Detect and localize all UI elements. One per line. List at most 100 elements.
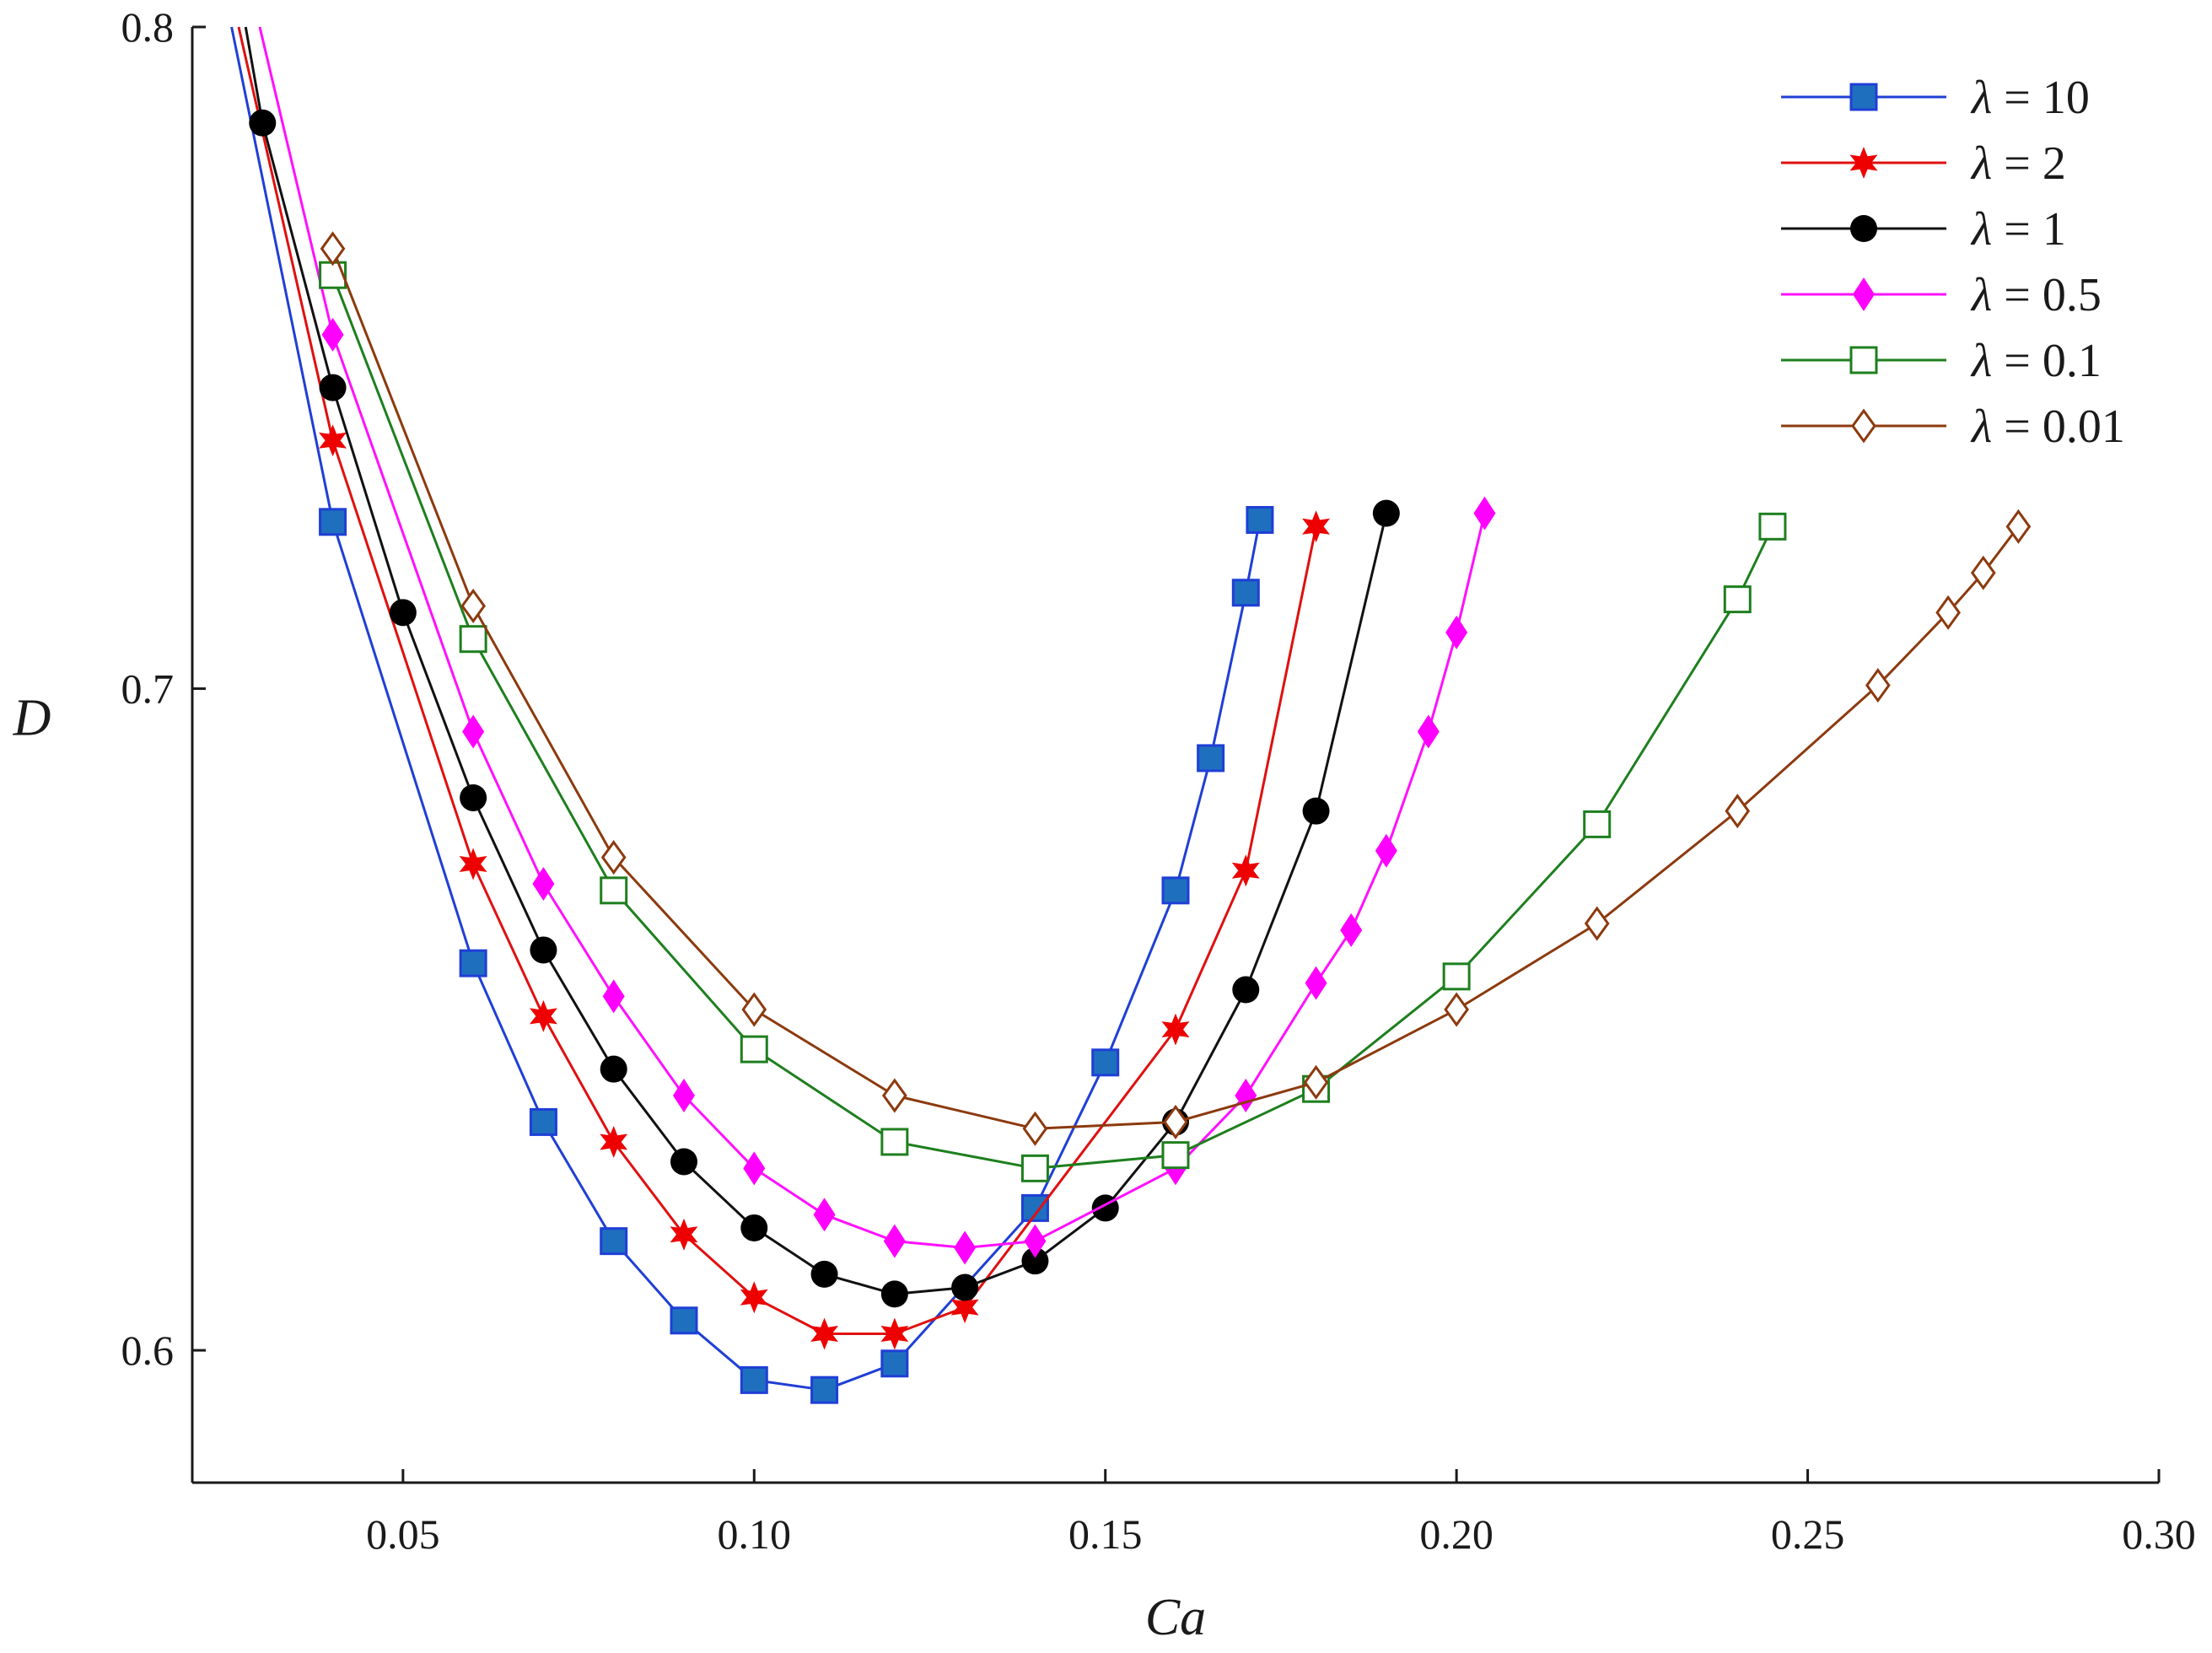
legend-equals: = — [1992, 72, 2042, 124]
data-point — [810, 1376, 839, 1404]
legend-label: λ = 0.01 — [1970, 401, 2125, 453]
data-point — [810, 1317, 838, 1350]
data-point — [950, 1291, 979, 1324]
data-point — [1020, 1154, 1049, 1182]
data-point — [1197, 744, 1225, 773]
data-point — [600, 876, 628, 905]
data-point — [1445, 615, 1468, 649]
legend-value: 10 — [2042, 72, 2090, 124]
data-point — [810, 1260, 838, 1288]
series-3 — [258, 26, 1496, 1265]
data-point — [1303, 1064, 1329, 1100]
legend-value: 0.1 — [2042, 335, 2102, 387]
data-point — [673, 1079, 695, 1113]
data-point — [600, 1126, 628, 1158]
data-point — [530, 936, 557, 964]
series-line — [258, 26, 1486, 1249]
data-point — [459, 625, 487, 654]
data-point — [1340, 913, 1363, 947]
legend-symbol: λ — [1970, 401, 1992, 453]
legend-label: λ = 0.5 — [1970, 269, 2102, 321]
legend-value: 0.01 — [2042, 401, 2125, 453]
data-point — [389, 599, 417, 627]
legend-label: λ = 10 — [1970, 72, 2090, 124]
data-point — [880, 1280, 908, 1308]
data-point — [532, 866, 555, 901]
series-line — [331, 274, 1774, 1170]
legend-value: 2 — [2042, 137, 2066, 190]
plot-area — [230, 26, 2032, 1404]
legend-label: λ = 1 — [1970, 203, 2066, 256]
data-point — [600, 1227, 628, 1256]
data-point — [1024, 1224, 1047, 1258]
series-4 — [319, 261, 1787, 1182]
data-point — [1935, 595, 1961, 630]
data-point — [460, 783, 487, 811]
legend-symbol: λ — [1970, 335, 1992, 387]
data-point — [1725, 794, 1751, 829]
data-point — [741, 992, 767, 1027]
data-point — [1161, 876, 1190, 905]
series-line — [244, 26, 1388, 1295]
data-point — [529, 1107, 557, 1136]
x-tick-label: 0.20 — [1419, 1510, 1494, 1558]
legend-symbol: λ — [1970, 269, 1992, 321]
data-point — [1584, 906, 1610, 941]
series-line — [237, 26, 1318, 1335]
data-point — [1021, 1247, 1049, 1275]
legend-marker — [1849, 83, 1878, 111]
legend-item-5: λ = 0.01 — [1781, 401, 2125, 453]
axes: 0.05 0.10 0.15 0.20 0.25 0.30 0.6 0.7 0.8 — [121, 3, 2196, 1558]
legend-item-4: λ = 0.1 — [1781, 335, 2102, 387]
data-point — [1372, 499, 1400, 527]
series-5 — [320, 231, 2032, 1146]
data-point — [1231, 579, 1260, 607]
data-point — [1417, 714, 1440, 749]
data-point — [670, 1306, 698, 1335]
data-point — [954, 1230, 977, 1265]
data-point — [951, 1273, 979, 1301]
data-point — [249, 109, 277, 137]
legend-marker — [1853, 277, 1875, 311]
x-tick-label: 0.30 — [2122, 1510, 2196, 1558]
data-point — [1375, 833, 1397, 868]
y-tick-label: 0.7 — [121, 665, 175, 713]
data-point — [740, 1035, 768, 1063]
data-point — [813, 1198, 836, 1232]
legend-marker — [1851, 408, 1876, 444]
data-point — [602, 979, 625, 1014]
y-axis-title: D — [13, 689, 51, 746]
legend-item-1: λ = 2 — [1781, 137, 2066, 190]
data-point — [1246, 505, 1274, 534]
series-line — [230, 26, 1262, 1392]
data-point — [740, 1365, 768, 1394]
x-tick-label: 0.15 — [1068, 1510, 1143, 1558]
data-point — [1020, 1193, 1049, 1222]
legend-label: λ = 2 — [1970, 137, 2066, 190]
data-point — [1161, 1141, 1190, 1170]
data-point — [1161, 1013, 1190, 1046]
data-point — [1302, 797, 1330, 825]
data-point — [1302, 510, 1330, 543]
series-2 — [244, 26, 1400, 1308]
legend-value: 0.5 — [2042, 269, 2102, 321]
data-point — [1444, 992, 1469, 1027]
data-point — [743, 1151, 766, 1186]
data-point — [319, 374, 347, 401]
data-point — [880, 1128, 909, 1156]
legend-symbol: λ — [1970, 137, 1992, 190]
data-point — [1022, 1111, 1048, 1146]
legend-equals: = — [1992, 401, 2042, 453]
legend-label: λ = 0.1 — [1970, 335, 2102, 387]
y-tick-label: 0.6 — [121, 1327, 175, 1374]
legend-marker — [1849, 346, 1878, 374]
data-point — [1442, 962, 1471, 991]
legend-value: 1 — [2042, 203, 2066, 256]
series-1 — [237, 26, 1330, 1350]
data-point — [1305, 966, 1327, 1000]
data-point — [319, 261, 347, 289]
legend-item-0: λ = 10 — [1781, 72, 2090, 124]
data-point — [2005, 509, 2032, 544]
data-point — [459, 848, 487, 880]
data-point — [319, 424, 347, 457]
